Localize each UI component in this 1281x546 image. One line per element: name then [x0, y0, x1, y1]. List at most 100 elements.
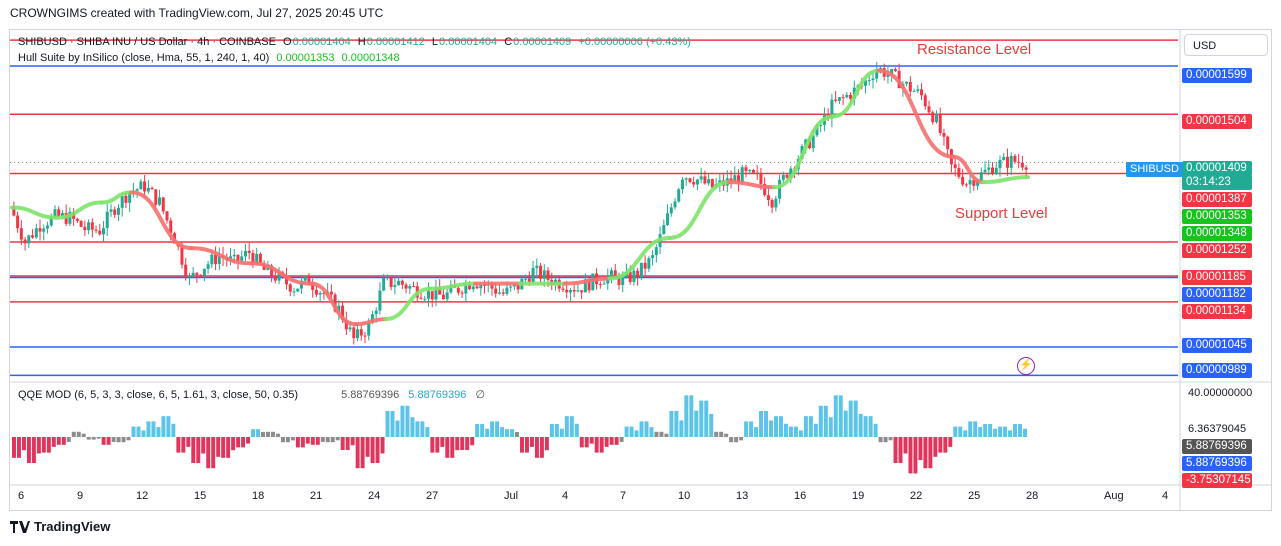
qqe-bar	[908, 437, 913, 474]
candle-body	[27, 235, 31, 244]
candle-body	[382, 278, 386, 291]
qqe-bar	[12, 437, 16, 458]
hull-segment	[981, 175, 1030, 185]
qqe-bar	[310, 437, 315, 445]
lightning-icon[interactable]: ⚡	[1017, 357, 1035, 375]
qqe-bar	[729, 437, 734, 443]
candle-body	[479, 284, 483, 289]
candle-body	[139, 181, 143, 190]
candle-body	[23, 239, 27, 244]
qqe-bar	[425, 427, 430, 437]
qqe-bar	[440, 437, 445, 447]
candle-body	[468, 284, 472, 290]
hull-segment	[308, 281, 358, 327]
candle-body	[53, 209, 57, 217]
candle-body	[370, 314, 374, 324]
candle-body	[572, 289, 576, 292]
candle-body	[695, 179, 699, 185]
qqe-bar	[390, 410, 395, 437]
hull-segment	[562, 276, 612, 286]
hull-segment	[99, 190, 134, 205]
candle-body	[991, 167, 995, 175]
price-label-0989: 0.00000989	[1182, 363, 1252, 378]
publish-caption: CROWNGIMS created with TradingView.com, …	[10, 6, 384, 20]
qqe-bar	[176, 437, 181, 453]
qqe-bar	[21, 437, 26, 451]
candle-body	[307, 276, 311, 286]
qqe-bar	[216, 437, 221, 457]
qqe-bar	[629, 426, 634, 437]
qqe-bar	[913, 437, 918, 474]
candle-body	[998, 159, 1002, 169]
qqe-bar	[56, 437, 61, 445]
qqe-bar	[609, 437, 614, 445]
candle-body	[98, 230, 102, 235]
candle-body	[987, 167, 991, 170]
qqe-bar	[978, 427, 983, 437]
qqe-bar	[410, 417, 415, 437]
qqe-bar	[266, 431, 270, 437]
qqe-bar	[599, 437, 604, 453]
indicator-legend[interactable]: Hull Suite by InSilico (close, Hma, 55, …	[18, 52, 404, 64]
candle-body	[90, 222, 94, 230]
qqe-bar	[634, 430, 639, 437]
candle-body	[232, 254, 236, 257]
candle-body	[505, 287, 509, 294]
candle-body	[255, 253, 259, 264]
candle-body	[105, 211, 109, 229]
qqe-bar	[261, 432, 265, 437]
qqe-bar	[778, 416, 783, 437]
hull-segment	[249, 261, 313, 286]
tradingview-logo[interactable]: TradingView	[10, 519, 110, 534]
candle-body	[434, 287, 438, 300]
qqe-bar	[485, 428, 490, 437]
candle-body	[423, 298, 427, 300]
time-axis-label: 24	[368, 490, 381, 502]
currency-button[interactable]: USD	[1184, 34, 1268, 56]
time-axis-label: Jul	[504, 490, 519, 502]
candle-body	[539, 265, 543, 279]
candle-body	[128, 192, 132, 203]
qqe-bar	[470, 437, 475, 446]
candle-body	[206, 264, 210, 269]
hull-segment	[428, 281, 478, 291]
qqe-bar	[360, 437, 365, 469]
candle-body	[378, 290, 382, 311]
qqe-bar	[574, 423, 579, 437]
candle-body	[475, 286, 479, 289]
candle-body	[318, 292, 322, 295]
candle-body	[460, 292, 464, 294]
low-value: 0.00001404	[439, 36, 498, 48]
candle-body	[968, 180, 972, 185]
candle-body	[699, 176, 703, 180]
candle-body	[516, 284, 520, 290]
candle-body	[445, 292, 449, 300]
candle-body	[240, 256, 244, 261]
candle-body	[867, 80, 871, 82]
price-label-countdown: 03:14:23	[1182, 175, 1252, 190]
candle-body	[1020, 162, 1024, 168]
qqe-bar	[330, 437, 335, 443]
qqe-bar	[520, 437, 524, 453]
candle-body	[613, 270, 617, 276]
qqe-bar	[744, 421, 749, 437]
hull-segment	[772, 114, 836, 190]
qqe-legend[interactable]: QQE MOD (6, 5, 3, 3, close, 6, 5, 1.61, …	[18, 388, 485, 401]
qqe-bar	[246, 437, 251, 444]
candle-body	[501, 292, 505, 294]
candle-body	[785, 174, 789, 178]
candle-body	[158, 197, 162, 205]
candle-body	[509, 286, 513, 288]
ticker-tag: SHIBUSD	[1126, 162, 1183, 177]
hull-segment	[353, 317, 388, 327]
qqe-bar	[918, 437, 923, 461]
qqe-bar	[51, 437, 56, 447]
qqe-bar	[380, 437, 385, 454]
close-label: C	[504, 36, 513, 48]
qqe-bar	[878, 437, 883, 443]
candle-body	[576, 290, 580, 292]
qqe-bar	[151, 421, 156, 437]
indicator-value-1: 0.00001353	[276, 52, 335, 64]
qqe-bar	[893, 437, 898, 464]
